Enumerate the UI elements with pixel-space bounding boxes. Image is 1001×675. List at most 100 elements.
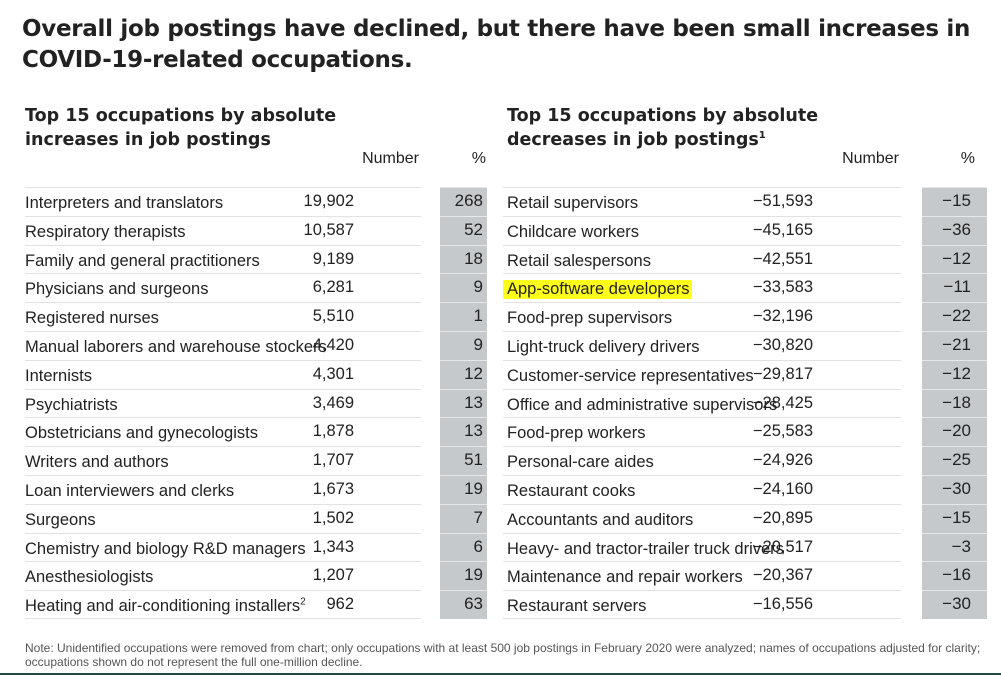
occupation-name: Personal-care aides (507, 453, 654, 472)
job-postings-number: 1,673 (312, 479, 354, 498)
job-postings-number: −42,551 (752, 249, 813, 268)
row-label-cell: Internists 4,301 (25, 359, 421, 389)
job-postings-number: 3,469 (312, 393, 354, 412)
occupation-name: Internists (25, 367, 92, 386)
percent-change-cell: 7 (440, 503, 487, 533)
job-postings-number: −33,583 (752, 278, 813, 297)
row-label-cell: Office and administrative supervisors −28… (503, 388, 901, 418)
occupation-name: Manual laborers and warehouse stockers (25, 338, 327, 357)
percent-change-cell: −15 (922, 503, 987, 533)
percent-change-cell: −3 (922, 532, 987, 562)
footnote-marker: 2 (300, 596, 306, 608)
percent-change-cell: −12 (922, 244, 987, 274)
row-label-cell: Family and general practitioners 9,189 (25, 244, 421, 274)
occupation-name-text: Retail supervisors (507, 194, 639, 212)
occupation-name-text: Heating and air-conditioning installers (25, 597, 301, 616)
occupation-name: Interpreters and translators (25, 194, 223, 213)
percent-change-cell: 268 (440, 187, 487, 216)
percent-change-cell: 9 (440, 273, 487, 303)
percent-change-cell: 19 (440, 561, 487, 591)
occupation-name-text: Accountants and auditors (507, 510, 694, 529)
increases-pct-header: % (471, 150, 486, 167)
occupation-name-text: Retail salespersons (507, 251, 651, 270)
row-label-cell: Writers and authors 1,707 (25, 446, 421, 475)
decreases-table-row: Customer-service representatives −29,817−… (503, 359, 987, 389)
occupation-name: Family and general practitioners (25, 252, 260, 271)
decreases-table-row: Childcare workers −45,165 −36 (503, 215, 987, 245)
occupation-name: Light-truck delivery drivers (507, 338, 700, 357)
decreases-table-row: Light-truck delivery drivers −30,820 −21 (503, 330, 987, 360)
percent-change-cell: 13 (440, 388, 487, 418)
occupation-name-text: Obstetricians and gynecologists (25, 424, 258, 443)
row-label-cell: Restaurant servers −16,556 (503, 590, 901, 619)
decreases-table-row: App-software developers −33,583 −11 (503, 273, 987, 303)
occupation-name: Writers and authors (25, 453, 169, 472)
occupation-name: Office and administrative supervisors (507, 396, 777, 415)
occupation-name-text: Registered nurses (25, 309, 159, 328)
job-postings-number: −29,817 (752, 364, 813, 383)
job-postings-number: 19,902 (303, 192, 354, 210)
percent-change-cell: −36 (922, 215, 987, 245)
occupation-name-text: Food-prep workers (507, 424, 646, 443)
job-postings-number: 4,420 (312, 335, 354, 354)
occupation-name-text: Personal-care aides (507, 453, 654, 472)
decreases-table-row: Personal-care aides −24,926 −25 (503, 446, 987, 475)
occupation-name-text: Heavy- and tractor-trailer truck drivers (507, 539, 784, 558)
row-label-cell: Food-prep supervisors −32,196 (503, 302, 901, 331)
increases-number-header: Number (362, 150, 419, 167)
row-label-cell: Light-truck delivery drivers −30,820 (503, 330, 901, 360)
job-postings-number: −45,165 (752, 220, 813, 239)
row-label-cell: Heating and air-conditioning installers2… (25, 590, 421, 619)
occupation-name-text: Office and administrative supervisors (507, 395, 778, 414)
job-postings-number: 4,301 (312, 364, 354, 383)
row-label-cell: Accountants and auditors −20,895 (503, 503, 901, 533)
occupation-name: Food-prep supervisors (507, 309, 672, 328)
row-label-cell: Respiratory therapists 10,587 (25, 215, 421, 245)
decreases-title-line1: Top 15 occupations by absolute (507, 106, 819, 126)
percent-change-cell: 63 (440, 590, 487, 619)
job-postings-number: −20,367 (752, 566, 813, 585)
occupation-name: Psychiatrists (25, 396, 118, 415)
occupation-name-text: Restaurant cooks (507, 481, 636, 500)
row-label-cell: Maintenance and repair workers −20,367 (503, 561, 901, 590)
increases-title-line1: Top 15 occupations by absolute (25, 106, 337, 126)
row-label-cell: Interpreters and translators 19,902 (25, 187, 421, 216)
occupation-name-text: Psychiatrists (25, 395, 118, 414)
job-postings-number: −20,517 (752, 537, 813, 556)
decreases-title-footnote: 1 (758, 130, 766, 142)
percent-change-cell: −11 (922, 273, 987, 303)
occupation-name: Customer-service representatives (507, 367, 754, 386)
row-label-cell: Loan interviewers and clerks 1,673 (25, 474, 421, 504)
row-label-cell: Customer-service representatives −29,817 (503, 359, 901, 389)
job-postings-number: −24,160 (752, 479, 813, 498)
occupation-name-text: Loan interviewers and clerks (25, 481, 235, 500)
percent-change-cell: 1 (440, 302, 487, 331)
occupation-name: Chemistry and biology R&D managers (25, 540, 306, 559)
row-label-cell: Surgeons 1,502 (25, 503, 421, 533)
row-label-cell: Restaurant cooks −24,160 (503, 474, 901, 504)
percent-change-cell: −30 (922, 474, 987, 504)
occupation-name: Accountants and auditors (507, 511, 693, 530)
occupation-name: Food-prep workers (507, 424, 645, 443)
job-postings-number: 5,510 (312, 307, 354, 326)
percent-change-cell: 19 (440, 474, 487, 504)
occupation-name: Physicians and surgeons (25, 280, 208, 299)
decreases-table-row: Retail supervisors −51,593 −15 (503, 187, 987, 216)
occupation-name: Registered nurses (25, 309, 159, 328)
increases-title-line2: increases in job postings (25, 130, 271, 150)
percent-change-cell: −21 (922, 330, 987, 360)
job-postings-number: 1,207 (312, 566, 354, 585)
occupation-name: Surgeons (25, 511, 96, 530)
row-label-cell: Manual laborers and warehouse stockers 4,… (25, 330, 421, 360)
row-label-cell: Physicians and surgeons 6,281 (25, 273, 421, 302)
occupation-name-text: Anesthesiologists (25, 568, 154, 587)
row-label-cell: Food-prep workers −25,583 (503, 417, 901, 446)
row-label-cell: Retail salespersons −42,551 (503, 244, 901, 274)
occupation-name-text: Writers and authors (25, 453, 169, 472)
job-postings-number: 1,502 (312, 508, 354, 527)
occupation-name-text: App-software developers (507, 280, 690, 299)
occupation-name-text: Food-prep supervisors (507, 309, 673, 328)
percent-change-cell: −30 (922, 590, 987, 619)
decreases-table-row: Retail salespersons −42,551 −12 (503, 244, 987, 274)
footnote-note: Note: Unidentified occupations were remo… (25, 641, 981, 669)
